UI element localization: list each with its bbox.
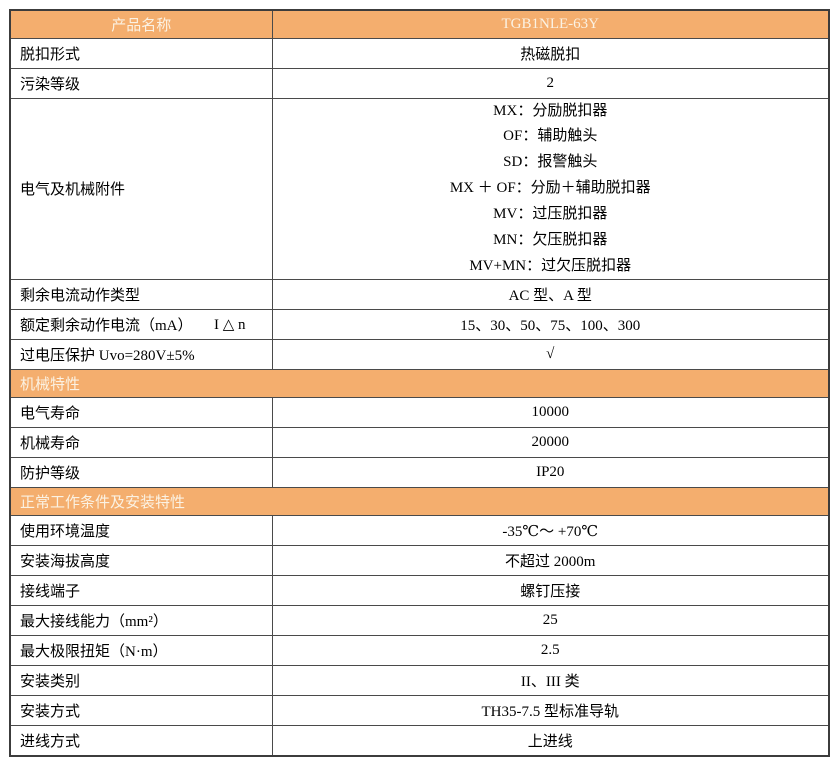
spec-value-cell: 10000 [271, 397, 830, 429]
spec-label: 额定剩余动作电流（mA） [20, 318, 193, 335]
spec-value-cell: AC 型、A 型 [271, 279, 830, 311]
accessory-option: MV：过压脱扣器 [493, 205, 608, 222]
spec-value-cell: √ [271, 339, 830, 371]
spec-label-cell: 最大极限扭矩（N·m） [9, 635, 273, 667]
spec-row: 接线端子 螺钉压接 [9, 575, 830, 607]
spec-row: 机械寿命 20000 [9, 427, 830, 459]
spec-label-cell: 安装海拔高度 [9, 545, 273, 577]
accessory-option: MV+MN：过欠压脱扣器 [469, 257, 632, 274]
spec-label-cell: 脱扣形式 [9, 37, 273, 69]
spec-table-body: 脱扣形式 热磁脱扣 污染等级 2 电气及机械附件 MX：分励脱扣器 OF：辅助触头 SD：报警… [9, 37, 830, 757]
spec-label-cell: 电气寿命 [9, 397, 273, 429]
spec-row: 过电压保护 Uvo=280V±5% √ [9, 339, 830, 371]
spec-value-cell: II、III 类 [271, 665, 830, 697]
product-name-header: 产品名称 [9, 9, 273, 39]
spec-label-cell: 进线方式 [9, 725, 273, 757]
spec-value-cell: 20000 [271, 427, 830, 459]
product-spec-table: 产品名称 TGB1NLE-63Y 脱扣形式 热磁脱扣 污染等级 2 电气及机械附件 MX：… [9, 9, 830, 757]
spec-label-cell: 接线端子 [9, 575, 273, 607]
spec-value-cell: TH35-7.5 型标准导轨 [271, 695, 830, 727]
spec-label-cell: 剩余电流动作类型 [9, 279, 273, 311]
spec-row: 最大接线能力（mm²） 25 [9, 605, 830, 637]
spec-label-symbol: I △ n [213, 317, 246, 334]
spec-row: 安装海拔高度 不超过 2000m [9, 545, 830, 577]
section-header-row: 机械特性 [9, 369, 830, 399]
spec-label-cell: 最大接线能力（mm²） [9, 605, 273, 637]
product-model-header: TGB1NLE-63Y [271, 9, 830, 39]
spec-row: 安装方式 TH35-7.5 型标准导轨 [9, 695, 830, 727]
section-header-row: 正常工作条件及安装特性 [9, 487, 830, 517]
section-header-label: 正常工作条件及安装特性 [9, 487, 830, 517]
section-header-label: 机械特性 [9, 369, 830, 399]
spec-label-cell: 机械寿命 [9, 427, 273, 459]
spec-row: 额定剩余动作电流（mA） I △ n 15、30、50、75、100、300 [9, 309, 830, 341]
spec-row: 剩余电流动作类型 AC 型、A 型 [9, 279, 830, 311]
spec-label-cell: 污染等级 [9, 67, 273, 99]
accessory-option: OF：辅助触头 [503, 128, 598, 145]
spec-row: 电气寿命 10000 [9, 397, 830, 429]
spec-label-cell: 安装方式 [9, 695, 273, 727]
spec-value-cell: 25 [271, 605, 830, 637]
spec-value-cell: 2 [271, 67, 830, 99]
spec-label-cell: 防护等级 [9, 457, 273, 489]
spec-value-cell: 2.5 [271, 635, 830, 667]
spec-row: 电气及机械附件 MX：分励脱扣器 OF：辅助触头 SD：报警触头 MX ＋ OF：分励＋… [9, 97, 830, 281]
accessory-option: MX：分励脱扣器 [493, 102, 608, 119]
spec-value-cell: IP20 [271, 457, 830, 489]
spec-value-cell: 热磁脱扣 [271, 37, 830, 69]
spec-label-cell: 安装类别 [9, 665, 273, 697]
spec-row: 安装类别 II、III 类 [9, 665, 830, 697]
spec-label-cell: 过电压保护 Uvo=280V±5% [9, 339, 273, 371]
accessory-option: SD：报警触头 [503, 154, 598, 171]
spec-value-cell: 螺钉压接 [271, 575, 830, 607]
spec-value-cell: -35℃～ +70℃ [271, 515, 830, 547]
accessory-option: MN：欠压脱扣器 [493, 231, 608, 248]
spec-row: 脱扣形式 热磁脱扣 [9, 37, 830, 69]
spec-value-cell: 不超过 2000m [271, 545, 830, 577]
spec-row: 进线方式 上进线 [9, 725, 830, 757]
spec-row: 污染等级 2 [9, 67, 830, 99]
spec-row: 使用环境温度 -35℃～ +70℃ [9, 515, 830, 547]
spec-label-cell: 使用环境温度 [9, 515, 273, 547]
spec-value-cell: 上进线 [271, 725, 830, 757]
spec-row: 防护等级 IP20 [9, 457, 830, 489]
spec-value-cell: MX：分励脱扣器 OF：辅助触头 SD：报警触头 MX ＋ OF：分励＋辅助脱扣器 MV… [271, 97, 830, 281]
table-header-row: 产品名称 TGB1NLE-63Y [9, 9, 830, 39]
spec-value-cell: 15、30、50、75、100、300 [271, 309, 830, 341]
spec-label-cell: 电气及机械附件 [9, 97, 273, 281]
spec-row: 最大极限扭矩（N·m） 2.5 [9, 635, 830, 667]
accessory-option: MX ＋ OF：分励＋辅助脱扣器 [449, 180, 651, 197]
spec-label-cell: 额定剩余动作电流（mA） I △ n [9, 309, 273, 341]
